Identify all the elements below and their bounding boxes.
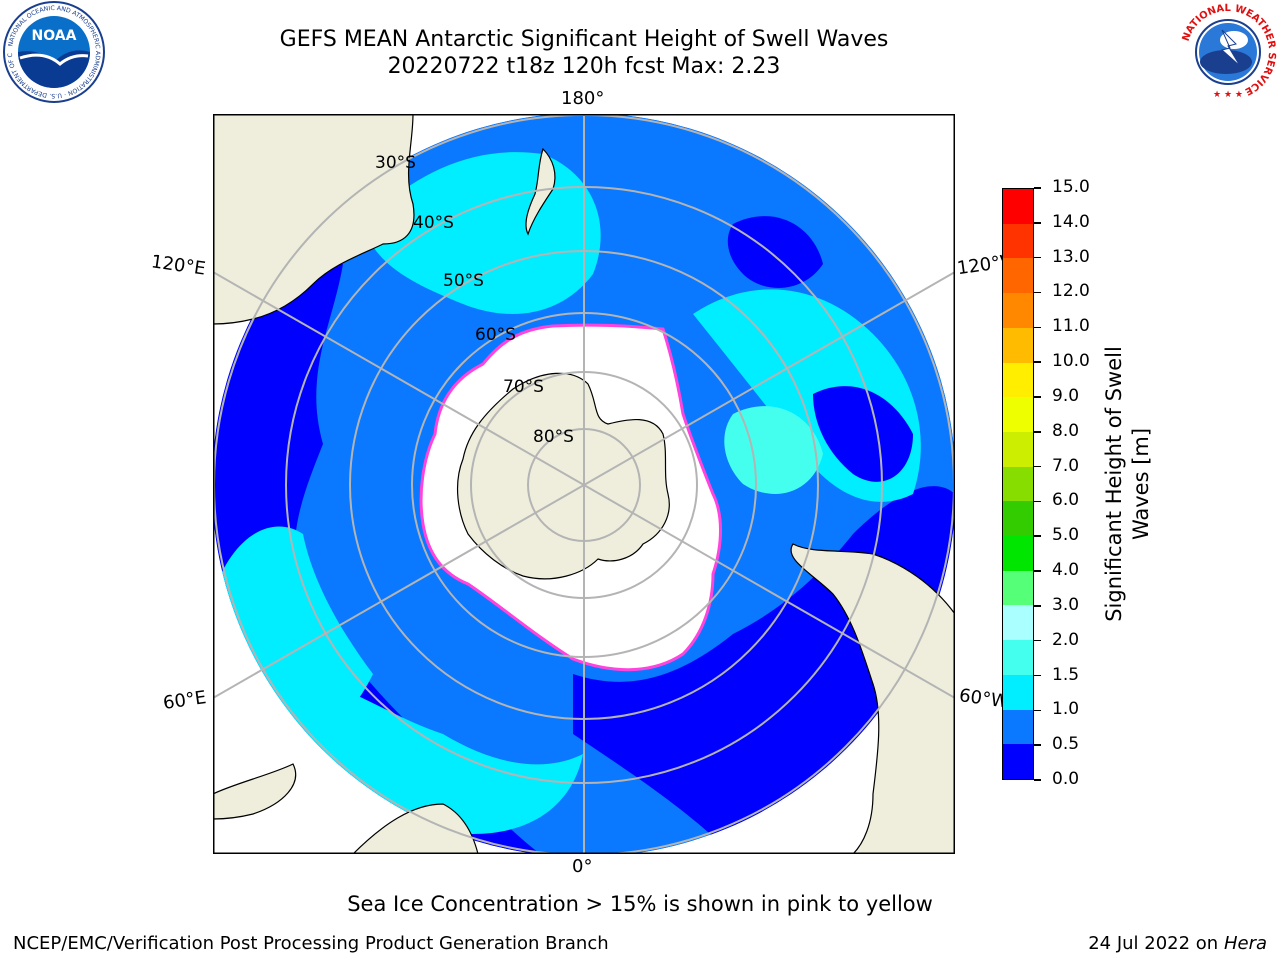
nws-logo: NATIONAL WEATHER SERVICE ★ ★ ★: [1178, 2, 1278, 102]
colorbar-tick-mark: [1034, 674, 1041, 677]
colorbar-segment: [1003, 605, 1033, 641]
land-australia: [213, 114, 415, 325]
lat-label-40: 40°S: [413, 213, 454, 233]
colorbar-tick-label: 15.0: [1052, 177, 1090, 197]
colorbar-tick-label: 10.0: [1052, 351, 1090, 372]
colorbar-segment: [1003, 640, 1033, 675]
colorbar-segment: [1003, 744, 1033, 779]
lon-label-120e: 120°E: [149, 251, 207, 280]
colorbar-tick-label: 4.0: [1052, 560, 1080, 581]
nws-stars: ★ ★ ★: [1213, 90, 1243, 100]
colorbar-tick-mark: [1034, 396, 1041, 398]
lon-label-120w: 120°W: [955, 251, 1007, 280]
map-title: GEFS MEAN Antarctic Significant Height o…: [279, 27, 889, 52]
colorbar-tick-mark: [1034, 465, 1041, 468]
colorbar-tick-mark: [1034, 256, 1041, 259]
colorbar-segment: [1003, 293, 1033, 328]
colorbar-segment: [1003, 223, 1033, 259]
colorbar-tick-label: 1.0: [1052, 699, 1080, 720]
colorbar-tick-mark: [1034, 639, 1041, 642]
colorbar-tick-mark: [1034, 326, 1041, 329]
colorbar-tick-label: 11.0: [1052, 316, 1090, 337]
colorbar-tick-mark: [1034, 779, 1041, 781]
colorbar-tick-label: 6.0: [1052, 490, 1080, 511]
land-africa: [352, 803, 479, 854]
land-new-zealand: [525, 147, 556, 236]
colorbar-tick-mark: [1034, 431, 1041, 433]
colorbar-label-line1: Significant Height of Swell: [1102, 346, 1126, 622]
colorbar-segment: [1003, 258, 1033, 294]
lon-label-0: 0°: [572, 856, 593, 877]
noaa-logo-text: NOAA: [32, 28, 77, 44]
sea-ice-note: Sea Ice Concentration > 15% is shown in …: [347, 892, 933, 916]
swell-light-cyan-east: [724, 406, 823, 494]
noaa-logo: NATIONAL OCEANIC AND ATMOSPHERIC ADMINIS…: [2, 0, 105, 103]
swell-dark-spot-ne: [727, 216, 823, 288]
colorbar-tick-label: 12.0: [1052, 281, 1090, 302]
colorbar-tick-label: 2.0: [1052, 629, 1080, 650]
colorbar-tick-label: 13.0: [1052, 246, 1090, 267]
colorbar-tick-mark: [1034, 222, 1041, 224]
colorbar-tick-label: 0.5: [1052, 734, 1080, 755]
colorbar-tick-label: 5.0: [1052, 525, 1080, 546]
colorbar-segment: [1003, 327, 1033, 363]
footer-branch: NCEP/EMC/Verification Post Processing Pr…: [13, 933, 609, 954]
lat-label-30: 30°S: [375, 153, 416, 173]
colorbar-segment: [1003, 466, 1033, 502]
footer-machine: Hera: [1223, 933, 1267, 954]
colorbar-segment: [1003, 189, 1033, 224]
colorbar-segment: [1003, 362, 1033, 398]
colorbar-tick-mark: [1034, 187, 1041, 189]
map-subtitle: 20220722 t18z 120h fcst Max: 2.23: [387, 54, 781, 79]
lat-label-50: 50°S: [443, 271, 484, 291]
colorbar-segment: [1003, 397, 1033, 432]
colorbar-label-line2: Waves [m]: [1129, 427, 1153, 541]
colorbar-tick-mark: [1034, 500, 1041, 503]
colorbar-tick-mark: [1034, 605, 1041, 607]
polar-map: 30°S 40°S 50°S 60°S 70°S 80°S: [213, 114, 955, 854]
colorbar-segment: [1003, 501, 1033, 537]
colorbar-tick-mark: [1034, 744, 1041, 746]
meridian-60e-120w: [213, 271, 955, 699]
colorbar-ticks: 0.0 0.5 1.0 1.5 2.0 3.0 4.0 5.0 6.0 7.0 8.0 9.0 10.0…: [1034, 177, 1106, 789]
colorbar-tick-mark: [1034, 570, 1041, 572]
colorbar-tick-label: 9.0: [1052, 385, 1080, 406]
colorbar: [1002, 188, 1034, 780]
lon-label-180: 180°: [561, 88, 605, 109]
lat-label-60: 60°S: [475, 325, 516, 345]
footer-date: 24 Jul 2022 on Hera: [1088, 933, 1267, 954]
colorbar-tick-label: 1.5: [1052, 664, 1080, 685]
colorbar-tick-mark: [1034, 535, 1041, 537]
colorbar-tick-mark: [1034, 291, 1041, 294]
colorbar-tick-label: 14.0: [1052, 211, 1090, 232]
footer-date-text: 24 Jul 2022 on: [1088, 933, 1224, 954]
colorbar-segment: [1003, 674, 1033, 710]
colorbar-tick-label: 8.0: [1052, 420, 1080, 441]
colorbar-tick-label: 0.0: [1052, 769, 1080, 789]
colorbar-segment: [1003, 570, 1033, 606]
colorbar-tick-mark: [1034, 361, 1041, 363]
colorbar-segment: [1003, 431, 1033, 467]
colorbar-tick-label: 7.0: [1052, 455, 1080, 476]
colorbar-segment: [1003, 709, 1033, 745]
lon-label-60e: 60°E: [161, 687, 208, 714]
land-madagascar: [213, 763, 297, 820]
colorbar-tick-label: 3.0: [1052, 594, 1080, 615]
colorbar-tick-mark: [1034, 709, 1041, 712]
colorbar-segment: [1003, 536, 1033, 571]
lat-label-80: 80°S: [533, 427, 574, 447]
map-frame: [213, 114, 955, 854]
swell-dark-spot-east: [813, 386, 913, 482]
lon-label-60w: 60°W: [957, 685, 1005, 712]
lat-label-70: 70°S: [503, 377, 544, 397]
